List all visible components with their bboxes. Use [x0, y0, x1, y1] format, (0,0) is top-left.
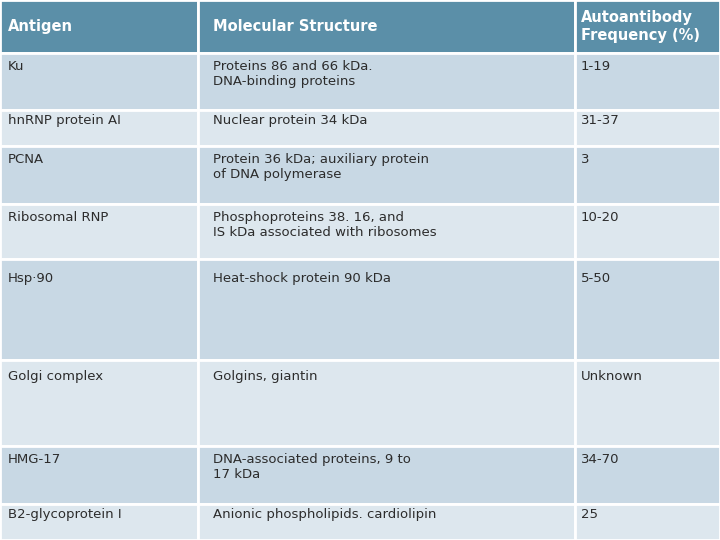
Bar	[198, 259, 575, 360]
Text: Ribosomal RNP: Ribosomal RNP	[8, 211, 108, 224]
Bar	[0, 146, 198, 204]
Text: 34-70: 34-70	[581, 453, 619, 466]
Text: Anionic phospholipids. cardiolipin: Anionic phospholipids. cardiolipin	[213, 508, 436, 521]
Text: Golgins, giantin: Golgins, giantin	[213, 370, 318, 383]
Text: 1-19: 1-19	[581, 59, 611, 72]
Text: Golgi complex: Golgi complex	[8, 370, 103, 383]
Text: HMG-17: HMG-17	[8, 453, 61, 466]
Bar	[198, 146, 575, 204]
Text: Phosphoproteins 38. 16, and
IS kDa associated with ribosomes: Phosphoproteins 38. 16, and IS kDa assoc…	[213, 211, 437, 239]
Bar	[0, 204, 198, 259]
Bar	[575, 53, 720, 110]
Text: Ku: Ku	[8, 59, 24, 72]
Bar	[575, 504, 720, 540]
Text: DNA-associated proteins, 9 to
17 kDa: DNA-associated proteins, 9 to 17 kDa	[213, 453, 411, 481]
Bar	[0, 53, 198, 110]
Text: Protein 36 kDa; auxiliary protein
of DNA polymerase: Protein 36 kDa; auxiliary protein of DNA…	[213, 153, 429, 181]
Text: 3: 3	[581, 153, 589, 166]
Bar	[198, 0, 575, 53]
Text: Nuclear protein 34 kDa: Nuclear protein 34 kDa	[213, 114, 368, 127]
Text: Unknown: Unknown	[581, 370, 643, 383]
Text: Antigen: Antigen	[8, 19, 73, 34]
Text: Molecular Structure: Molecular Structure	[213, 19, 377, 34]
Bar	[575, 446, 720, 504]
Text: 5-50: 5-50	[581, 272, 611, 285]
Bar	[0, 446, 198, 504]
Bar	[0, 504, 198, 540]
Bar	[198, 204, 575, 259]
Bar	[198, 110, 575, 146]
Bar	[0, 259, 198, 360]
Text: Proteins 86 and 66 kDa.
DNA-binding proteins: Proteins 86 and 66 kDa. DNA-binding prot…	[213, 59, 372, 87]
Text: Hsp·90: Hsp·90	[8, 272, 54, 285]
Text: PCNA: PCNA	[8, 153, 44, 166]
Bar	[0, 360, 198, 446]
Bar	[0, 0, 198, 53]
Text: 25: 25	[581, 508, 598, 521]
Bar	[198, 446, 575, 504]
Bar	[575, 360, 720, 446]
Text: Heat-shock protein 90 kDa: Heat-shock protein 90 kDa	[213, 272, 391, 285]
Bar	[575, 204, 720, 259]
Text: B2-glycoprotein I: B2-glycoprotein I	[8, 508, 122, 521]
Text: Autoantibody
Frequency (%): Autoantibody Frequency (%)	[581, 10, 700, 43]
Bar	[198, 504, 575, 540]
Bar	[575, 0, 720, 53]
Bar	[575, 110, 720, 146]
Text: hnRNP protein AI: hnRNP protein AI	[8, 114, 121, 127]
Bar	[198, 53, 575, 110]
Bar	[198, 360, 575, 446]
Bar	[575, 146, 720, 204]
Bar	[575, 259, 720, 360]
Text: 31-37: 31-37	[581, 114, 619, 127]
Text: 10-20: 10-20	[581, 211, 619, 224]
Bar	[0, 110, 198, 146]
